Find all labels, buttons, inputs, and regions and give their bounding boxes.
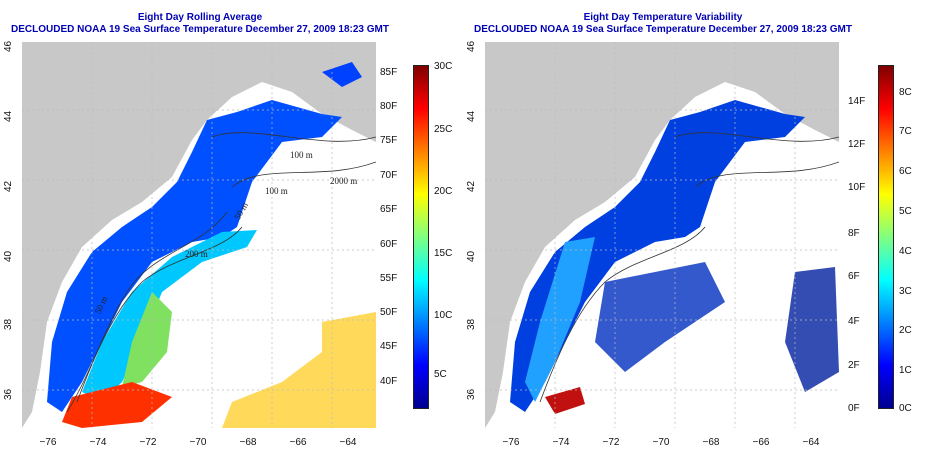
lat-label: 36 [3, 388, 14, 400]
variability-map-graphic [485, 42, 839, 428]
colorbar-label-c: 8C [899, 87, 912, 98]
lon-label: −66 [289, 437, 307, 448]
lat-label: 40 [466, 250, 477, 262]
sst-map-graphic [22, 42, 376, 428]
contour-line [674, 132, 839, 142]
colorbar-label-f: 70F [380, 170, 398, 181]
graticule [22, 42, 376, 428]
colorbar-label-c: 25C [434, 124, 453, 135]
moderate-variability-water [525, 237, 595, 402]
maine-gulf-cold [322, 62, 362, 87]
colorbar-label-f: 40F [380, 376, 398, 387]
colorbar [878, 65, 894, 409]
lat-label: 42 [3, 180, 14, 192]
contour-label: 2000 m [330, 176, 358, 186]
lon-label: −70 [652, 437, 670, 448]
panel-subtitle: DECLOUDED NOAA 19 Sea Surface Temperatur… [11, 24, 389, 35]
lat-label: 38 [466, 318, 477, 330]
colorbar-label-f: 6F [848, 271, 860, 282]
lon-label: −66 [752, 437, 770, 448]
colorbar-label-f: 14F [848, 96, 866, 107]
lon-label: −76 [502, 437, 520, 448]
panel-title: Eight Day Temperature Variability [583, 12, 743, 23]
lat-label: 38 [3, 318, 14, 330]
lon-label: −64 [339, 437, 357, 448]
colorbar-label-f: 4F [848, 316, 860, 327]
colorbar-label-f: 2F [848, 360, 860, 371]
land-mass [22, 42, 376, 428]
lon-label: −68 [239, 437, 257, 448]
sst-map [22, 42, 376, 428]
contour-line [211, 132, 376, 142]
colorbar-label-f: 0F [848, 403, 860, 414]
colorbar-label-f: 55F [380, 273, 398, 284]
colorbar-label-f: 60F [380, 239, 398, 250]
lon-label: −76 [39, 437, 57, 448]
colorbar-label-c: 6C [899, 166, 912, 177]
colorbar [413, 65, 429, 409]
left-panel: Eight Day Rolling Average DECLOUDED NOAA… [3, 12, 453, 448]
lat-label: 42 [466, 180, 477, 192]
contour-label: 100 m [265, 186, 288, 196]
lon-label: −70 [189, 437, 207, 448]
colorbar-label-f: 80F [380, 101, 398, 112]
colorbar-label-c: 30C [434, 61, 453, 72]
colorbar-label-c: 5C [899, 206, 912, 217]
graticule [485, 42, 839, 428]
cold-shelf-water [47, 100, 342, 412]
colorbar-label-f: 85F [380, 67, 398, 78]
lat-label: 46 [3, 40, 14, 52]
lon-label: −74 [89, 437, 107, 448]
gulf-stream [62, 382, 172, 428]
panel-title: Eight Day Rolling Average [137, 12, 263, 23]
land-mass [485, 42, 839, 428]
contour-label: 100 m [290, 150, 313, 160]
colorbar-label-c: 5C [434, 369, 447, 380]
colorbar-label-f: 12F [848, 139, 866, 150]
colorbar-label-c: 15C [434, 248, 453, 259]
lon-label: −74 [552, 437, 570, 448]
colorbar-label-f: 50F [380, 307, 398, 318]
high-variability-patch [545, 387, 585, 414]
mid-shelf-water [82, 230, 257, 402]
colorbar-label-c: 1C [899, 365, 912, 376]
right-panel: Eight Day Temperature Variability DECLOU… [463, 0, 938, 475]
lat-label: 40 [3, 250, 14, 262]
colorbar-label-c: 7C [899, 126, 912, 137]
colorbar-label-c: 20C [434, 186, 453, 197]
lon-label: −72 [139, 437, 157, 448]
lat-label: 46 [466, 40, 477, 52]
lon-label: −64 [802, 437, 820, 448]
colorbar-label-c: 2C [899, 325, 912, 336]
panel-subtitle: DECLOUDED NOAA 19 Sea Surface Temperatur… [474, 24, 852, 35]
offshore-warm-patches [222, 312, 376, 428]
offshore-patches [785, 267, 839, 392]
lat-label: 44 [3, 110, 14, 122]
lon-label: −72 [602, 437, 620, 448]
colorbar-label-c: 0C [899, 403, 912, 414]
lon-label: −68 [702, 437, 720, 448]
contour-line [66, 211, 228, 413]
variability-map [485, 42, 839, 428]
offshore-variability [595, 262, 725, 372]
contour-label: 200 m [185, 249, 208, 259]
lat-label: 36 [466, 388, 477, 400]
colorbar-label-f: 10F [848, 182, 866, 193]
colorbar-label-c: 4C [899, 246, 912, 257]
colorbar-label-c: 3C [899, 286, 912, 297]
colorbar-label-f: 65F [380, 204, 398, 215]
lat-label: 44 [466, 110, 477, 122]
colorbar-label-f: 45F [380, 341, 398, 352]
warm-slope-water [122, 292, 172, 387]
colorbar-label-f: 8F [848, 228, 860, 239]
colorbar-label-c: 10C [434, 310, 453, 321]
colorbar-label-f: 75F [380, 135, 398, 146]
